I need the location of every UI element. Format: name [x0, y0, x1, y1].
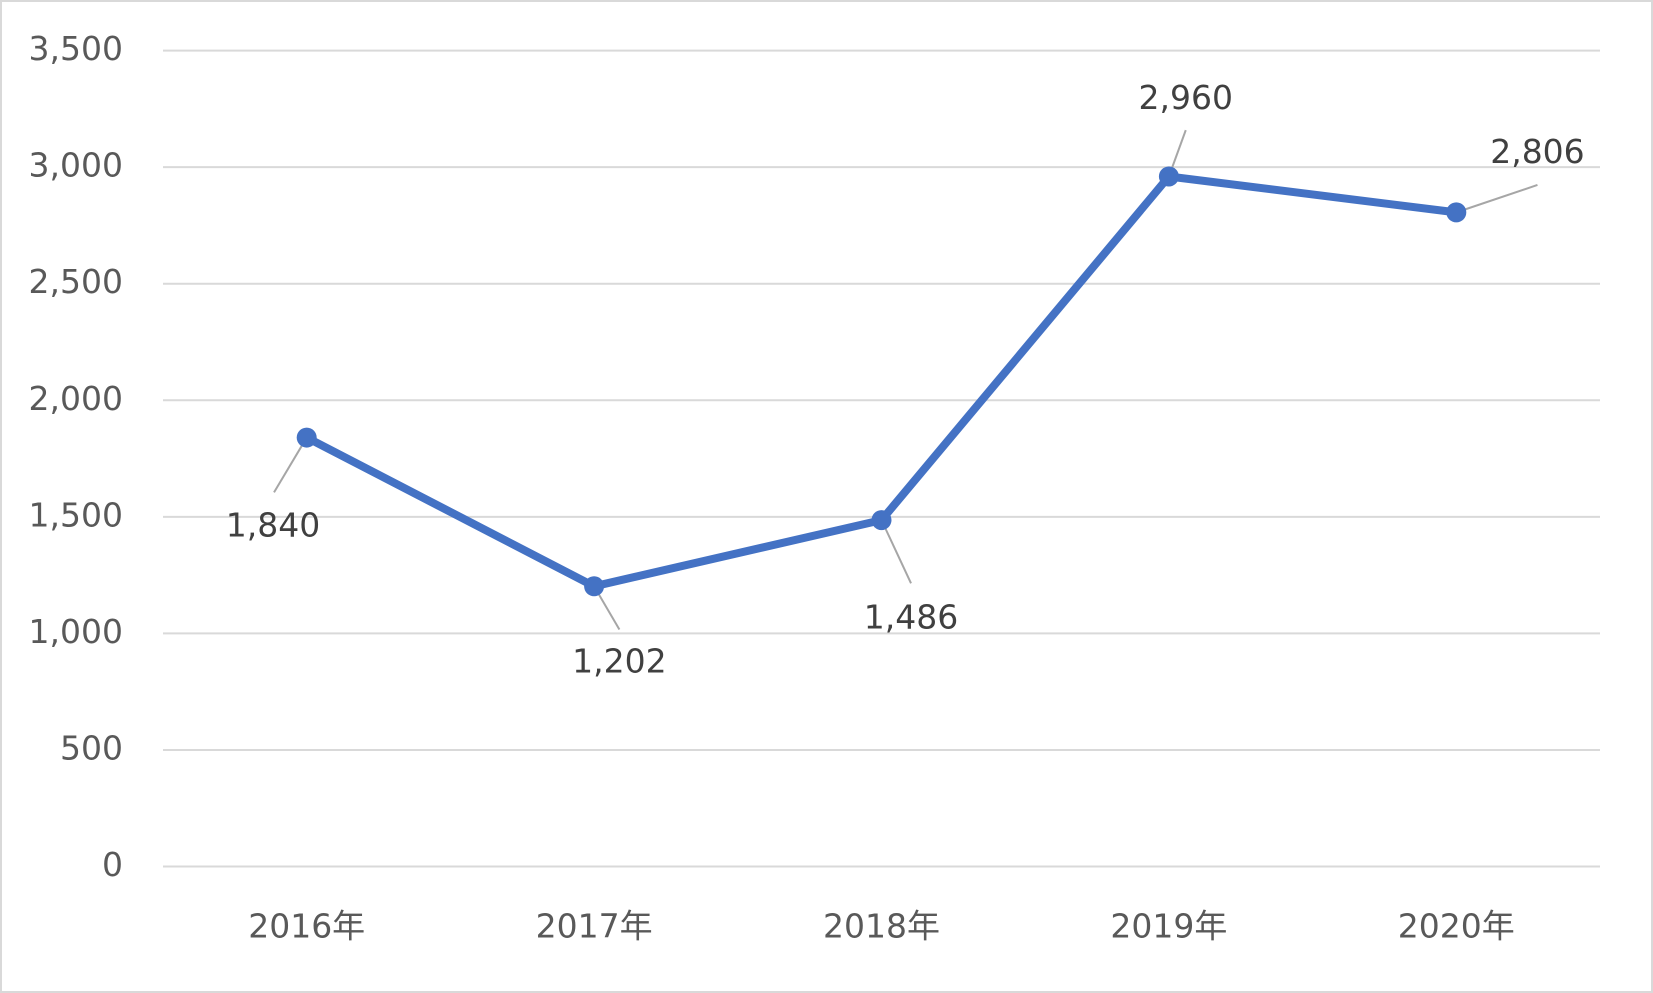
point [1446, 202, 1467, 223]
y-tick-label: 3,000 [29, 146, 123, 185]
leader-line [880, 519, 912, 584]
y-tick-label: 2,000 [29, 379, 123, 418]
y-tick-label: 1,000 [29, 612, 123, 651]
y-tick-label: 500 [60, 728, 123, 767]
point [871, 510, 892, 531]
y-tick-label: 3,500 [29, 29, 123, 68]
point [1158, 166, 1179, 187]
data-label: 1,840 [226, 506, 320, 545]
y-tick-label: 2,500 [29, 262, 123, 301]
data-label: 2,806 [1490, 132, 1584, 171]
data-label: 1,202 [572, 642, 666, 681]
data-label: 2,960 [1139, 78, 1233, 117]
leader-line [273, 437, 308, 493]
point [584, 576, 605, 597]
y-tick-label: 0 [102, 845, 123, 884]
x-tick-label: 2020年 [1398, 907, 1515, 946]
x-tick-label: 2019年 [1110, 907, 1227, 946]
data-label: 1,486 [864, 598, 958, 637]
x-tick-label: 2017年 [536, 907, 653, 946]
x-tick-label: 2018年 [823, 907, 940, 946]
point [296, 427, 317, 448]
x-tick-label: 2016年 [248, 907, 365, 946]
leader-line [1455, 184, 1538, 214]
y-tick-label: 1,500 [29, 495, 123, 534]
